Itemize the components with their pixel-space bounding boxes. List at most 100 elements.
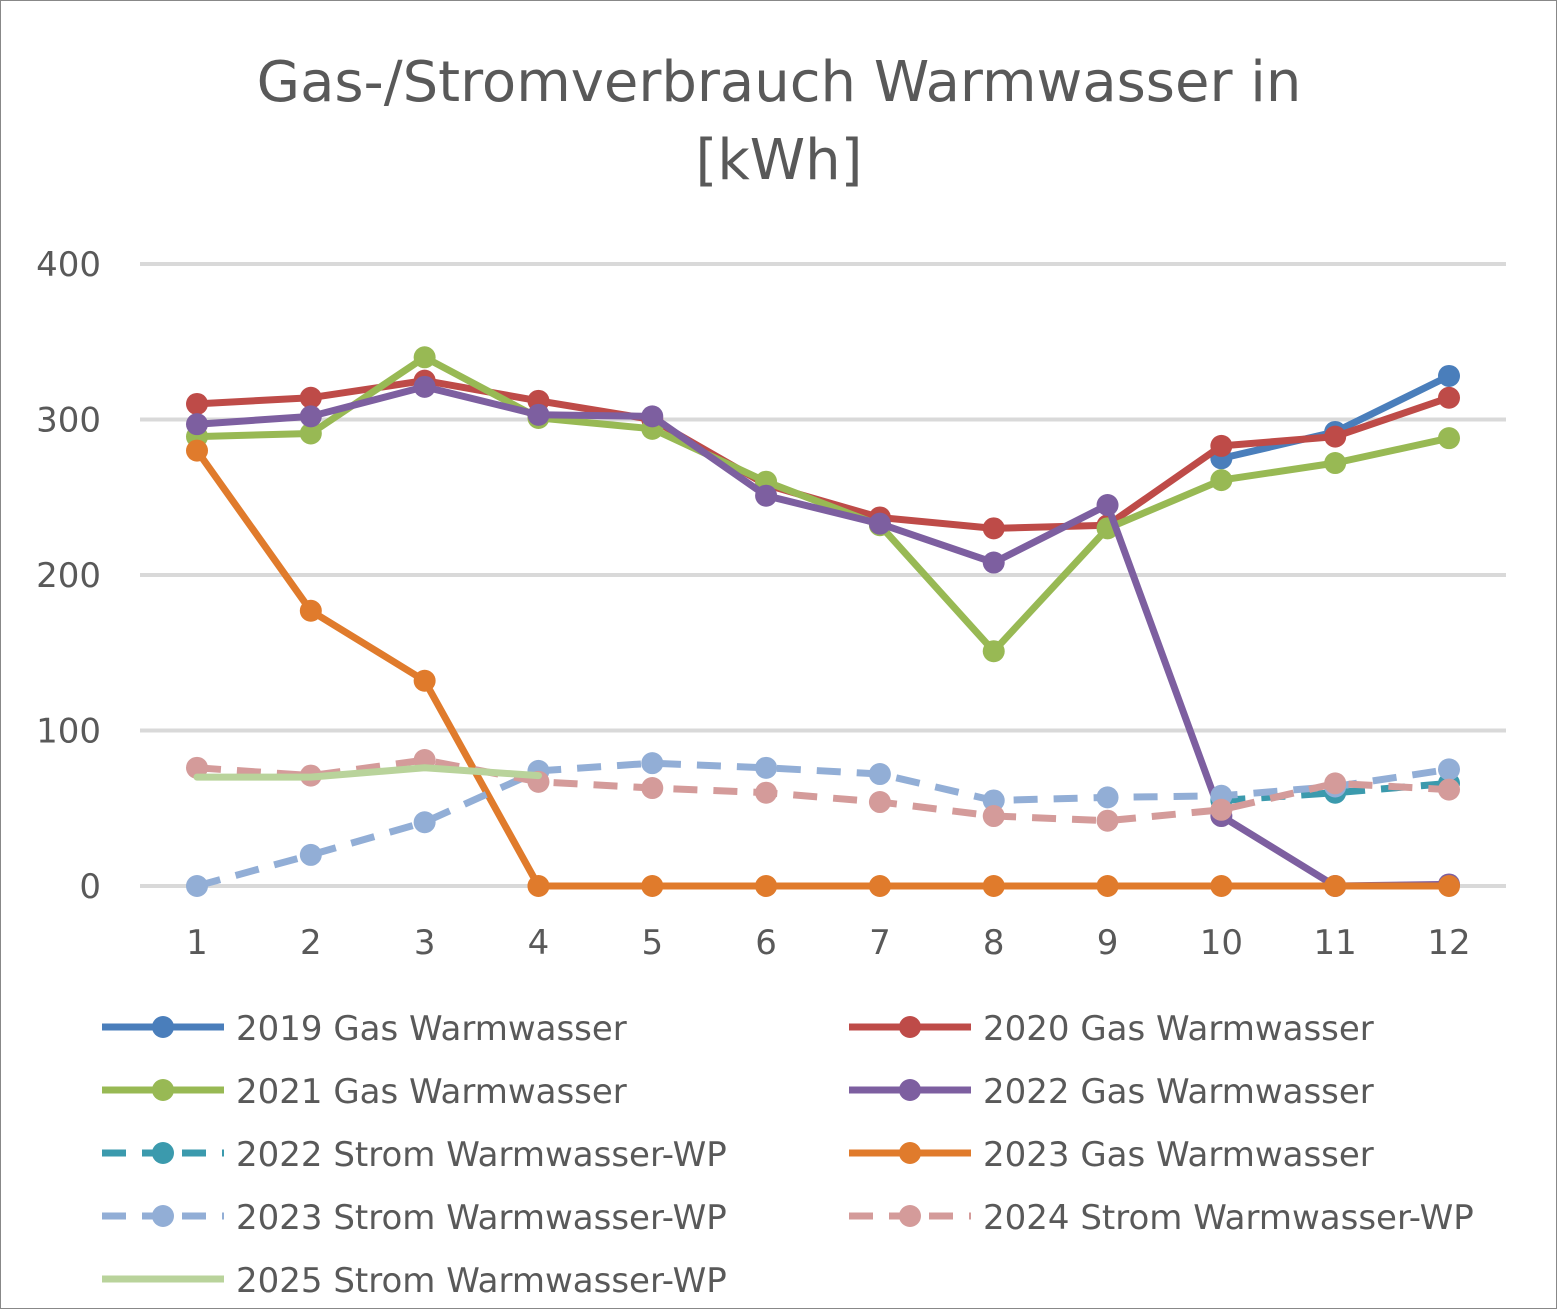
legend-label: 2024 Strom Warmwasser-WP <box>983 1198 1474 1238</box>
y-tick-label: 0 <box>79 867 101 907</box>
legend-marker <box>899 1079 921 1101</box>
legend-item: 2023 Strom Warmwasser-WP <box>102 1198 727 1238</box>
series-6 <box>186 439 1460 897</box>
data-point <box>413 811 436 834</box>
x-tick-label: 10 <box>1200 923 1243 963</box>
x-tick-label: 11 <box>1314 923 1357 963</box>
x-tick-label: 5 <box>641 923 663 963</box>
x-tick-label: 1 <box>186 923 208 963</box>
x-tick-label: 4 <box>528 923 550 963</box>
data-point <box>1096 875 1119 897</box>
legend-marker <box>899 1016 921 1038</box>
data-point <box>1096 809 1119 832</box>
series-8 <box>186 749 1460 832</box>
data-point <box>641 752 664 775</box>
x-axis-ticks: 1 2 3 4 5 6 7 8 9 10 11 12 <box>186 923 1470 963</box>
series-line <box>193 383 1453 890</box>
series-4 <box>186 375 1460 897</box>
data-point <box>186 413 208 436</box>
legend-label: 2020 Gas Warmwasser <box>983 1009 1374 1049</box>
data-point <box>186 439 208 462</box>
legend-item: 2020 Gas Warmwasser <box>849 1009 1374 1049</box>
legend-marker <box>899 1205 921 1227</box>
data-point <box>413 669 436 692</box>
legend-item: 2019 Gas Warmwasser <box>102 1009 627 1049</box>
x-tick-label: 6 <box>755 923 777 963</box>
data-point <box>1438 364 1460 387</box>
x-tick-label: 8 <box>983 923 1005 963</box>
data-point <box>299 422 322 445</box>
y-axis-ticks: 0 100 200 300 400 <box>36 245 101 907</box>
series-3 <box>186 346 1460 663</box>
legend-marker <box>152 1079 174 1101</box>
legend-item: 2025 Strom Warmwasser-WP <box>102 1261 727 1301</box>
x-tick-label: 9 <box>1097 923 1119 963</box>
series-line <box>193 353 1453 655</box>
x-tick-label: 7 <box>869 923 891 963</box>
data-point <box>868 763 891 786</box>
legend-label: 2022 Strom Warmwasser-WP <box>236 1135 727 1175</box>
y-tick-label: 200 <box>36 556 101 596</box>
data-point <box>641 875 664 897</box>
data-point <box>982 551 1005 574</box>
legend-marker <box>152 1016 174 1038</box>
series-line <box>193 447 1453 890</box>
series-lines <box>186 346 1460 897</box>
legend-label: 2021 Gas Warmwasser <box>236 1072 627 1112</box>
data-point <box>1438 758 1460 781</box>
data-point <box>299 405 322 428</box>
legend-label: 2023 Strom Warmwasser-WP <box>236 1198 727 1238</box>
data-point <box>1324 452 1347 475</box>
data-point <box>982 640 1005 663</box>
series-2 <box>186 369 1460 540</box>
chart-title: Gas-/Stromverbrauch Warmwasser in [kWh] <box>257 50 1302 193</box>
legend-item: 2021 Gas Warmwasser <box>102 1072 627 1112</box>
legend-label: 2025 Strom Warmwasser-WP <box>236 1261 727 1301</box>
data-point <box>1438 778 1460 801</box>
data-point <box>186 756 208 779</box>
x-tick-label: 12 <box>1427 923 1470 963</box>
data-point <box>1324 772 1347 795</box>
data-point <box>982 875 1005 897</box>
series-line <box>196 759 1450 890</box>
data-point <box>413 375 436 398</box>
data-point <box>982 789 1005 812</box>
data-point <box>641 405 664 428</box>
series-9 <box>193 764 542 781</box>
data-point <box>868 791 891 814</box>
data-point <box>982 517 1005 540</box>
legend-marker <box>152 1142 174 1164</box>
data-point <box>299 599 322 622</box>
data-point <box>868 875 891 897</box>
legend-item: 2022 Gas Warmwasser <box>849 1072 1374 1112</box>
x-tick-label: 3 <box>414 923 436 963</box>
legend-label: 2022 Gas Warmwasser <box>983 1072 1374 1112</box>
data-point <box>186 875 208 897</box>
data-point <box>1210 469 1233 492</box>
data-point <box>868 512 891 535</box>
x-tick-label: 2 <box>300 923 322 963</box>
data-point <box>641 777 664 800</box>
y-tick-label: 100 <box>36 712 101 752</box>
data-point <box>1210 434 1233 457</box>
data-point <box>755 875 778 897</box>
data-point <box>755 781 778 804</box>
legend-label: 2023 Gas Warmwasser <box>983 1135 1374 1175</box>
data-point <box>413 346 436 369</box>
data-point <box>527 403 550 426</box>
data-point <box>299 843 322 866</box>
data-point <box>755 756 778 779</box>
data-point <box>1438 875 1460 897</box>
data-point <box>1210 798 1233 821</box>
legend-marker <box>899 1142 921 1164</box>
data-point <box>1096 494 1119 517</box>
legend-label: 2019 Gas Warmwasser <box>236 1009 627 1049</box>
legend-item: 2024 Strom Warmwasser-WP <box>849 1198 1474 1238</box>
series-line <box>196 756 1450 825</box>
y-tick-label: 300 <box>36 401 101 441</box>
data-point <box>1438 427 1460 450</box>
data-point <box>982 805 1005 828</box>
data-point <box>1096 786 1119 809</box>
legend-marker <box>152 1205 174 1227</box>
